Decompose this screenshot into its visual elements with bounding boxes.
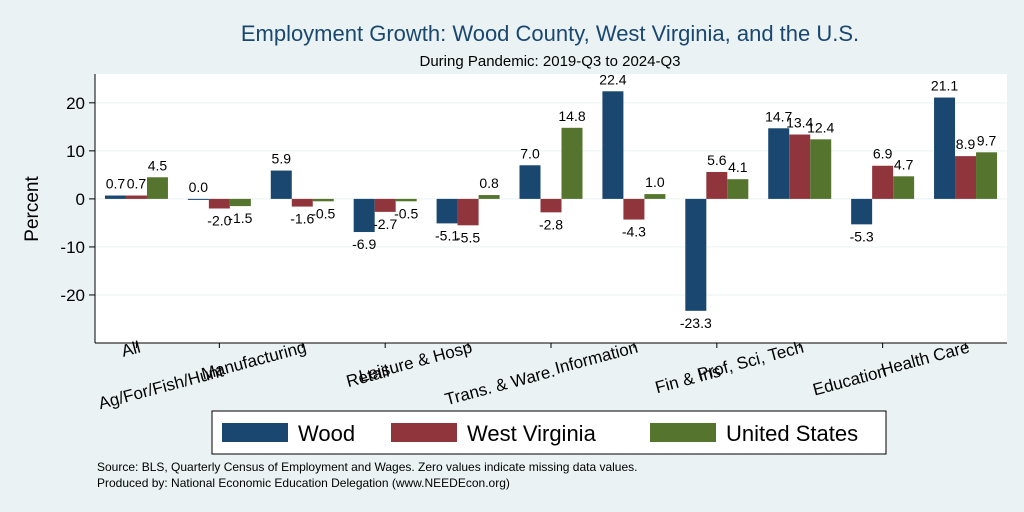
- bar-west-virginia: [955, 156, 977, 199]
- bar-united-states: [229, 198, 251, 207]
- y-tick-label: -20: [60, 286, 85, 305]
- bars: [104, 91, 998, 311]
- data-label: -5.3: [850, 228, 874, 244]
- data-label: 5.9: [272, 151, 292, 167]
- x-tick-label: Prof, Sci, Tech: [695, 338, 805, 385]
- bar-wood: [602, 91, 624, 199]
- legend-label: West Virginia: [467, 421, 597, 446]
- x-tick-label: Trans. & Ware.: [443, 362, 557, 410]
- x-tick-label: Information: [553, 338, 640, 378]
- bar-west-virginia: [374, 198, 396, 212]
- bar-wood: [104, 195, 126, 199]
- data-label: 0.7: [106, 176, 126, 192]
- data-label: -2.8: [539, 216, 563, 232]
- bar-wood: [270, 170, 292, 199]
- bar-west-virginia: [208, 198, 230, 209]
- legend-label: Wood: [298, 421, 355, 446]
- x-tick-label: Health Care: [879, 338, 972, 380]
- bar-wood: [519, 165, 541, 199]
- bar-wood: [685, 198, 707, 311]
- bar-wood: [187, 198, 209, 200]
- data-label: -1.6: [290, 211, 314, 227]
- bar-west-virginia: [706, 171, 728, 199]
- data-label: 21.1: [931, 78, 958, 94]
- data-label: 0.8: [479, 175, 499, 191]
- data-label: 1.0: [645, 174, 665, 190]
- legend: Wood West Virginia United States: [211, 410, 887, 455]
- data-label: -1.5: [228, 210, 252, 226]
- bar-west-virginia: [623, 198, 645, 220]
- data-label: -5.5: [456, 229, 480, 245]
- y-tick-label: 20: [66, 94, 85, 113]
- data-label: 6.9: [873, 146, 893, 162]
- bar-united-states: [893, 176, 915, 199]
- data-labels: 0.7 0.0 5.9 -6.9 -5.1 7.0 22.4 -23.3 14.7 -5.3 21.…: [106, 71, 997, 331]
- source-note: Source: BLS, Quarterly Census of Employm…: [97, 460, 637, 474]
- data-label: -2.7: [373, 216, 397, 232]
- data-label: 22.4: [599, 71, 626, 87]
- data-label: 14.7: [765, 108, 792, 124]
- produced-by-note: Produced by: National Economic Education…: [97, 476, 510, 490]
- bar-wood: [851, 198, 873, 225]
- bar-united-states: [146, 177, 168, 199]
- y-tick-label: 0: [76, 190, 85, 209]
- bar-wood: [436, 198, 458, 224]
- data-label: 7.0: [520, 145, 540, 161]
- bar-west-virginia: [540, 198, 562, 213]
- bar-united-states: [395, 198, 417, 202]
- data-label: 4.1: [728, 159, 748, 175]
- data-label: 4.5: [148, 157, 168, 173]
- data-label: 13.4: [786, 115, 813, 131]
- x-tick-label: Education: [811, 362, 889, 400]
- bar-united-states: [561, 127, 583, 199]
- x-tick-label: All: [119, 338, 142, 361]
- x-tick-label: Manufacturing: [199, 338, 308, 384]
- data-label: -6.9: [352, 236, 376, 252]
- bar-west-virginia: [872, 165, 894, 199]
- legend-swatch: [650, 423, 716, 442]
- data-label: 4.7: [894, 156, 914, 172]
- bar-wood: [934, 97, 956, 199]
- y-axis-label: Percent: [22, 176, 43, 242]
- bar-west-virginia: [789, 134, 811, 199]
- x-tick-label: Leisure & Hosp: [357, 338, 474, 386]
- bar-united-states: [478, 195, 500, 199]
- bar-wood: [353, 198, 375, 233]
- data-label: -0.5: [311, 205, 335, 221]
- data-label: 9.7: [977, 132, 997, 148]
- bar-united-states: [727, 179, 749, 199]
- data-label: -4.3: [622, 224, 646, 240]
- legend-box: [211, 410, 887, 455]
- data-label: 0.0: [189, 179, 209, 195]
- data-label: 0.7: [127, 176, 147, 192]
- y-tick-label: 10: [66, 142, 85, 161]
- data-label: -2.0: [207, 213, 231, 229]
- bar-west-virginia: [457, 198, 479, 226]
- chart-subtitle: During Pandemic: 2019-Q3 to 2024-Q3: [420, 53, 681, 70]
- data-label: 8.9: [956, 136, 976, 152]
- chart-title: Employment Growth: Wood County, West Vir…: [241, 21, 859, 46]
- data-label: -23.3: [680, 315, 712, 331]
- bar-west-virginia: [291, 198, 313, 207]
- bar-west-virginia: [125, 195, 147, 199]
- data-label: -5.1: [435, 227, 459, 243]
- bar-united-states: [976, 152, 998, 199]
- bar-united-states: [810, 139, 832, 199]
- bar-united-states: [312, 198, 334, 202]
- data-label: 5.6: [707, 152, 727, 168]
- legend-label: United States: [726, 421, 858, 446]
- bar-united-states: [644, 194, 666, 199]
- data-label: 12.4: [807, 119, 834, 135]
- data-label: 14.8: [558, 108, 585, 124]
- data-label: -0.5: [394, 205, 418, 221]
- y-tick-label: -10: [60, 238, 85, 257]
- bar-wood: [768, 128, 790, 199]
- legend-swatch: [222, 423, 288, 442]
- legend-swatch: [391, 423, 457, 442]
